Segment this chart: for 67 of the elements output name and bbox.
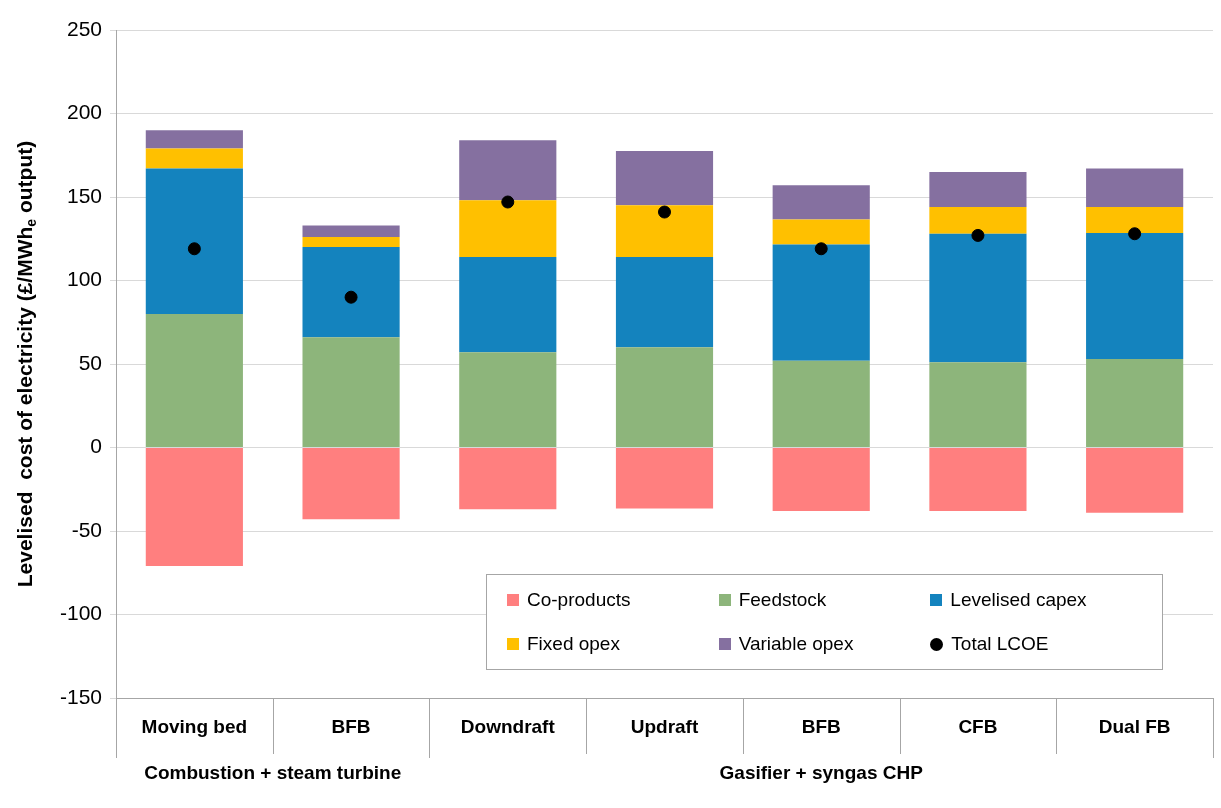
point [187, 242, 201, 256]
y-tick-label: 0 [90, 434, 102, 458]
bar [145, 130, 243, 149]
point [1128, 227, 1142, 241]
bar [615, 257, 714, 348]
y-tick-label: 250 [66, 16, 102, 40]
bar [145, 448, 243, 567]
legend-label: Fixed opex [527, 633, 620, 655]
bar [459, 448, 557, 510]
point [501, 195, 515, 209]
bar [772, 185, 870, 220]
bar [929, 171, 1027, 208]
legend-label: Total LCOE [951, 633, 1049, 655]
bar [1086, 358, 1184, 447]
bar [302, 247, 400, 338]
point [658, 205, 671, 219]
legend-label: Feedstock [738, 589, 827, 611]
x-tick-label: Downdraft [460, 715, 556, 737]
bar [772, 360, 870, 447]
bar [145, 168, 243, 314]
text: Gasifier + syngas CHP [719, 762, 924, 784]
bar [1086, 207, 1184, 233]
bar [772, 244, 870, 361]
legend-label: Variable opex [738, 633, 854, 655]
bar [929, 448, 1027, 511]
legend-label: Levelised capex [950, 589, 1087, 611]
point [814, 242, 828, 256]
bar [929, 233, 1027, 363]
bar [459, 257, 557, 353]
y-tick-label: 100 [66, 267, 102, 291]
x-tick-label: BFB [331, 715, 371, 737]
x-tick-label: BFB [801, 715, 841, 737]
y-tick-label: 50 [78, 350, 102, 374]
bar [302, 337, 400, 447]
x-tick-label: CFB [958, 715, 998, 737]
bar [302, 448, 400, 520]
bar [302, 225, 400, 238]
y-tick-label: 200 [66, 100, 102, 124]
x-tick-label: Dual FB [1098, 715, 1171, 737]
point [971, 228, 985, 242]
bar [772, 448, 870, 511]
bar [302, 237, 400, 248]
bar [615, 205, 714, 258]
legend-label: Co-products [527, 589, 631, 611]
bar [615, 151, 714, 206]
bar [1086, 168, 1184, 208]
bar [145, 148, 243, 169]
x-tick-label: Updraft [630, 715, 699, 737]
bar [145, 313, 243, 447]
text: Combustion + steam turbine [144, 762, 402, 784]
bar [772, 219, 870, 245]
y-tick-label: -100 [59, 601, 102, 625]
bar [459, 140, 557, 201]
bar [929, 362, 1027, 447]
x-tick-label: Moving bed [141, 715, 248, 737]
bar [459, 352, 557, 447]
bar [615, 448, 714, 509]
bar [615, 347, 714, 447]
bar [1086, 448, 1184, 513]
y-axis-title: Levelised cost of electricity (£/MWhe output) [12, 140, 39, 588]
y-tick-label: -150 [59, 684, 102, 708]
bar [459, 200, 557, 258]
y-tick-label: -50 [71, 517, 102, 541]
point [344, 290, 358, 304]
y-tick-label: 150 [66, 183, 102, 207]
bar [929, 207, 1027, 234]
bar [1086, 232, 1184, 359]
